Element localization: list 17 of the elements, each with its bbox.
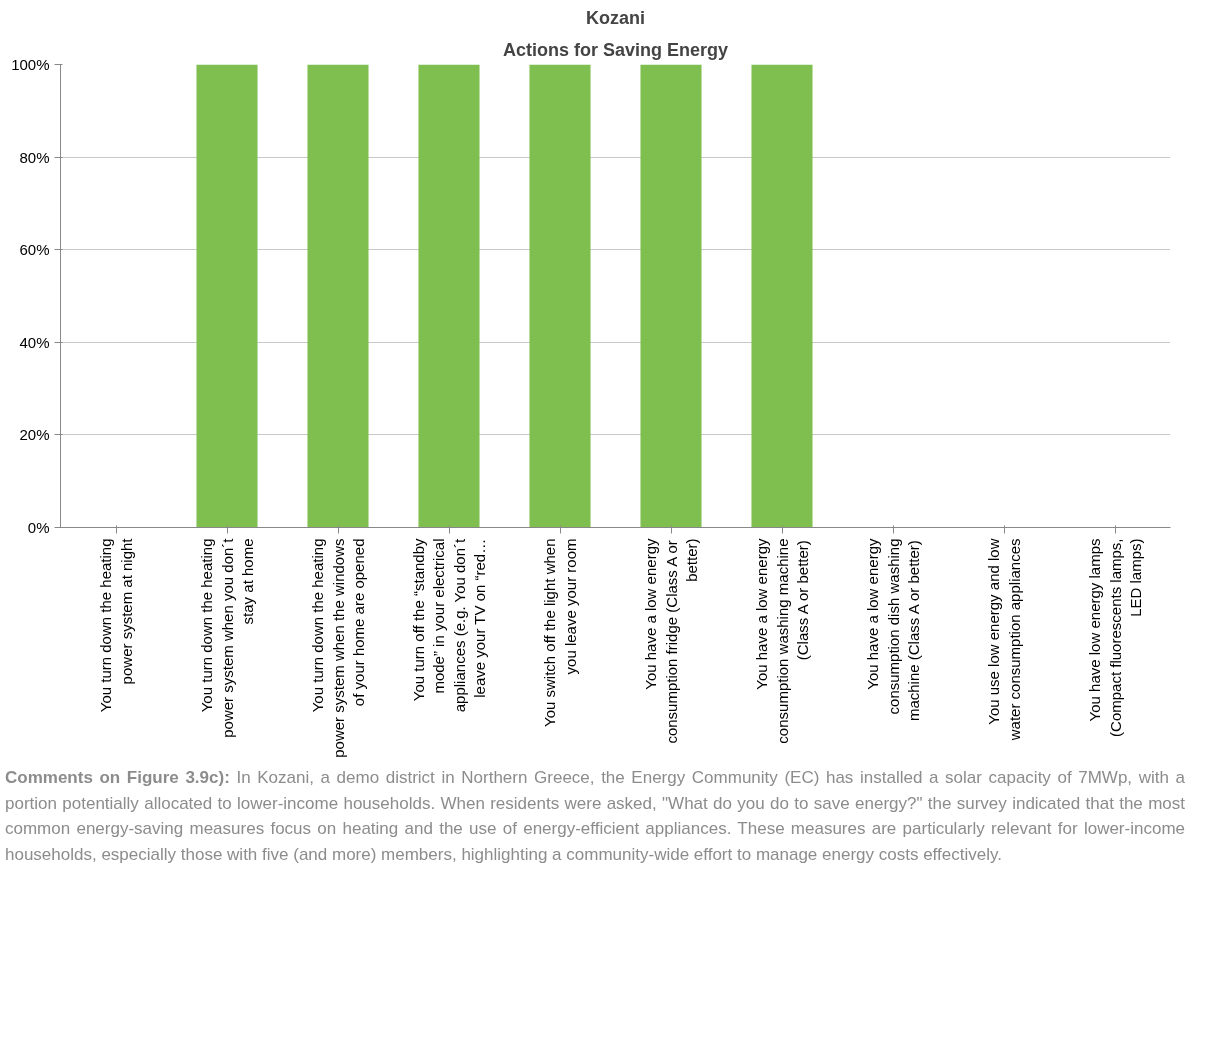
x-tick-label: You have a low energy consumption dish washing machine (Class A or better) <box>864 538 922 722</box>
y-tick-label: 80% <box>19 148 50 166</box>
x-tick-label: You have a low energy consumption washing machine (Class A or better) <box>753 538 811 744</box>
y-tick-label: 100% <box>11 56 50 73</box>
text: Comments on Figure 3.9c): <box>5 768 230 787</box>
y-tick-label: 60% <box>19 241 50 259</box>
x-tick-label: You switch off the light when you leave your room <box>541 538 579 727</box>
x-tick-label: You have low energy lamps (Compact fluorescents lamps, LED lamps) <box>1086 538 1144 737</box>
x-tick-label: You use low energy and low water consumption appliances <box>985 538 1023 742</box>
y-tick-label: 0% <box>27 519 50 536</box>
x-tick-label: You have a low energy consumption fridge (Class A or better) <box>642 538 700 744</box>
x-tick-label: You turn down the heating power system at night <box>97 537 135 713</box>
chart-title: Kozani <box>586 7 646 28</box>
y-tick-label: 20% <box>19 426 50 444</box>
chart-subtitle: Actions for Saving Energy <box>502 39 729 60</box>
x-tick-label: You turn off the “standby mode” in your electrical appliances (e.g. You don´t leave your TV on “red… <box>409 537 489 713</box>
y-tick-label: 40% <box>19 333 50 351</box>
